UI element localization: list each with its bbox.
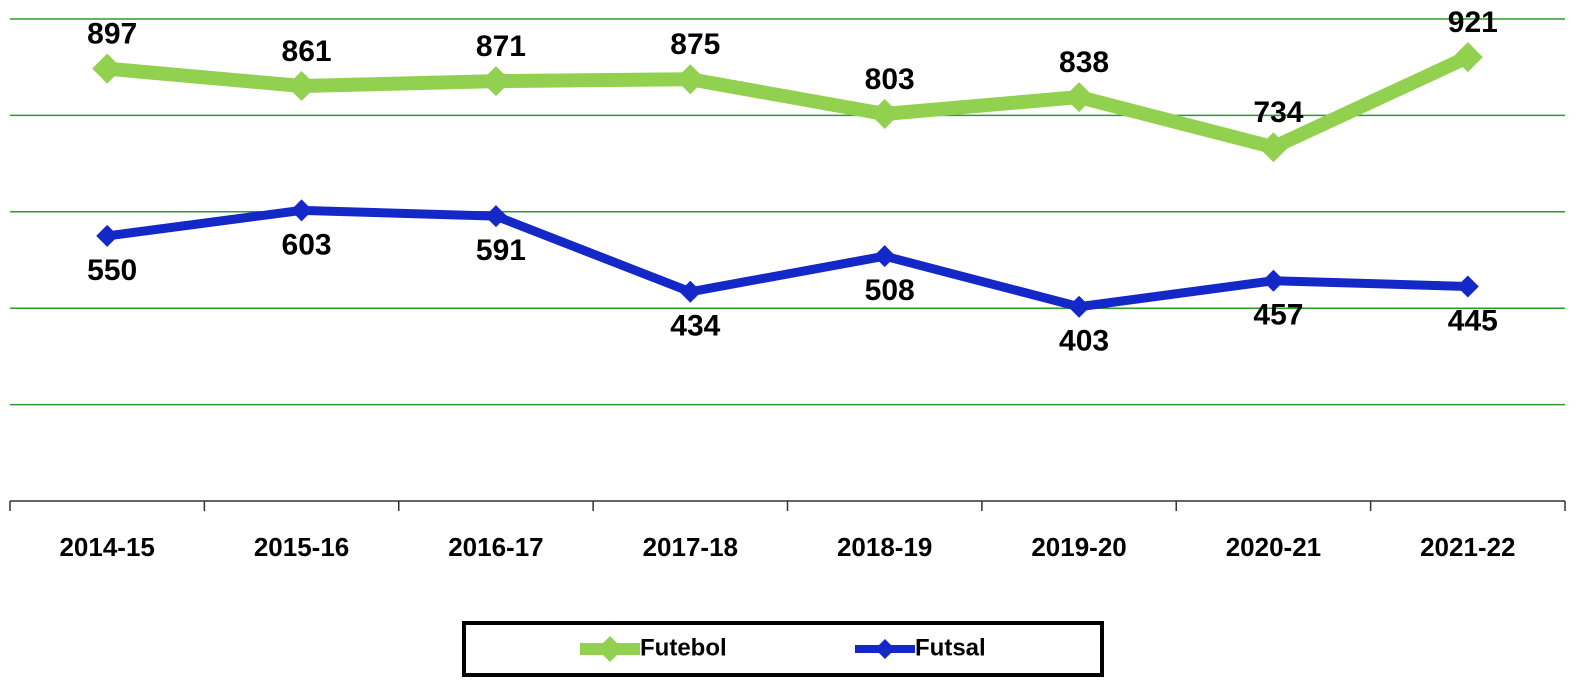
data-label: 734 <box>1253 96 1303 129</box>
data-label: 803 <box>865 63 915 96</box>
marker <box>1258 132 1289 163</box>
x-tick-label: 2015-16 <box>254 532 349 562</box>
marker <box>1068 295 1091 318</box>
marker <box>286 70 317 101</box>
x-tick-label: 2018-19 <box>837 532 932 562</box>
legend-marker <box>597 636 623 662</box>
marker <box>480 66 511 97</box>
data-label: 897 <box>87 18 137 51</box>
data-label: 603 <box>282 228 332 261</box>
data-label: 550 <box>87 254 137 287</box>
data-label: 591 <box>476 234 526 267</box>
x-tick-label: 2019-20 <box>1031 532 1126 562</box>
x-tick-label: 2017-18 <box>643 532 738 562</box>
marker <box>679 280 702 303</box>
data-label: 457 <box>1253 299 1303 332</box>
series-line <box>106 205 1468 312</box>
marker <box>1064 82 1095 113</box>
legend-box <box>462 621 1104 677</box>
data-label: 861 <box>282 35 332 68</box>
marker <box>290 199 313 222</box>
x-tick-label: 2021-22 <box>1420 532 1515 562</box>
data-label: 921 <box>1448 6 1498 39</box>
marker <box>873 245 896 268</box>
legend-label: Futsal <box>915 634 986 661</box>
data-label: 445 <box>1448 304 1498 337</box>
x-tick-label: 2014-15 <box>59 532 154 562</box>
marker <box>1456 275 1479 298</box>
x-tick-label: 2016-17 <box>448 532 543 562</box>
marker <box>1452 42 1483 73</box>
data-label: 434 <box>670 310 720 343</box>
data-label: 403 <box>1059 325 1109 358</box>
marker <box>1262 269 1285 292</box>
data-label: 508 <box>865 274 915 307</box>
marker <box>675 64 706 95</box>
x-tick-label: 2020-21 <box>1226 532 1321 562</box>
legend-label: Futebol <box>640 634 727 661</box>
series-line <box>106 50 1471 155</box>
marker <box>96 224 119 247</box>
marker <box>869 98 900 129</box>
data-label: 875 <box>670 28 720 61</box>
legend-marker <box>875 639 895 659</box>
data-label: 871 <box>476 30 526 63</box>
marker <box>92 53 123 84</box>
marker <box>484 205 507 228</box>
data-label: 838 <box>1059 46 1109 79</box>
